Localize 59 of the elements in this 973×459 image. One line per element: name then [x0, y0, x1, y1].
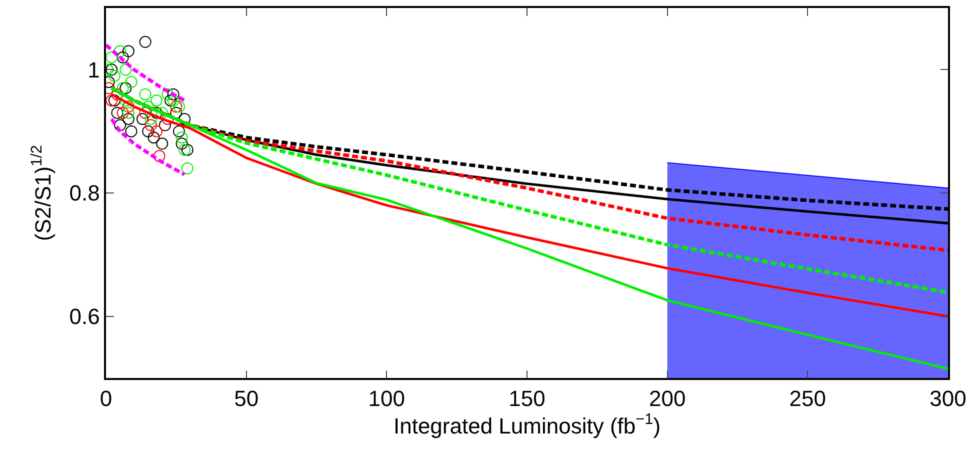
- point: [153, 150, 166, 162]
- point: [116, 51, 129, 64]
- point: [162, 113, 174, 125]
- point: [178, 144, 191, 156]
- point: [108, 94, 120, 106]
- y-tick-label: 1: [88, 57, 100, 82]
- point: [167, 94, 180, 106]
- y-tick-label: 0.8: [69, 180, 100, 206]
- point: [150, 125, 163, 138]
- point: [111, 88, 124, 100]
- point: [125, 125, 138, 138]
- point: [142, 100, 154, 113]
- x-tick-label: 250: [789, 386, 826, 412]
- point: [162, 88, 174, 100]
- point: [170, 100, 182, 113]
- point: [136, 113, 148, 125]
- point: [139, 36, 152, 48]
- point: [120, 94, 132, 106]
- point: [120, 82, 132, 94]
- point: [116, 106, 129, 119]
- y-tick-label: 0.6: [69, 304, 100, 330]
- point: [122, 100, 134, 113]
- x-tick-label: 50: [234, 386, 259, 412]
- x-tick-label: 200: [648, 386, 686, 412]
- point: [178, 113, 191, 125]
- point: [144, 119, 157, 132]
- point: [172, 100, 185, 113]
- x-tick-label: 0: [100, 386, 112, 412]
- point: [111, 106, 124, 119]
- x-tick-label: 300: [930, 386, 966, 412]
- point: [176, 138, 188, 150]
- point: [148, 132, 160, 144]
- point: [139, 106, 152, 119]
- point: [139, 88, 152, 100]
- point: [176, 132, 188, 144]
- point: [142, 125, 154, 138]
- point: [125, 76, 138, 88]
- point: [114, 119, 126, 132]
- point: [156, 138, 168, 150]
- point: [156, 106, 168, 119]
- point: [172, 125, 185, 138]
- point: [116, 82, 129, 94]
- point: [144, 113, 157, 125]
- point: [122, 113, 134, 125]
- x-tick-label: 100: [368, 386, 406, 412]
- point: [167, 88, 180, 100]
- point: [122, 106, 134, 119]
- point: [120, 64, 132, 76]
- point: [150, 94, 163, 106]
- point: [122, 45, 134, 58]
- x-axis-title: Integrated Luminosity (fb$^{−1}$): [393, 411, 661, 438]
- point: [114, 45, 126, 58]
- x-tick-label: 150: [508, 386, 546, 412]
- point: [106, 94, 118, 106]
- point: [181, 162, 194, 174]
- point: [164, 94, 177, 106]
- point: [181, 144, 194, 156]
- point: [106, 64, 118, 76]
- point: [108, 70, 120, 82]
